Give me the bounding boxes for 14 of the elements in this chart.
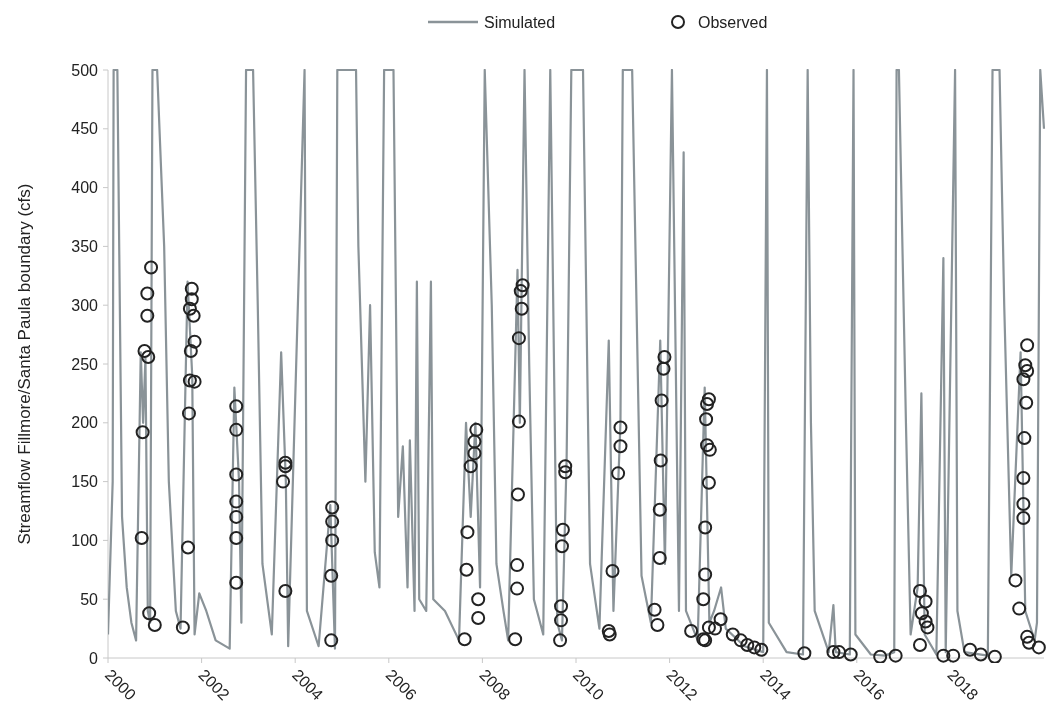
y-tick-label: 400	[71, 179, 99, 197]
y-tick-label: 150	[71, 473, 99, 491]
y-tick-label: 200	[71, 414, 99, 432]
y-axis-title: Streamflow Fillmore/Santa Paula boundary (cfs)	[15, 183, 34, 545]
y-tick-label: 250	[71, 355, 99, 373]
y-tick-label: 350	[71, 238, 99, 255]
y-tick-label: 450	[71, 120, 99, 138]
y-tick-label: 50	[80, 590, 99, 608]
y-tick-label: 300	[71, 296, 99, 314]
y-tick-label: 500	[71, 61, 99, 79]
legend-label: Observed	[698, 13, 768, 31]
y-tick-label: 0	[89, 649, 99, 667]
y-tick-label: 100	[71, 532, 99, 549]
legend-label: Simulated	[484, 13, 556, 31]
